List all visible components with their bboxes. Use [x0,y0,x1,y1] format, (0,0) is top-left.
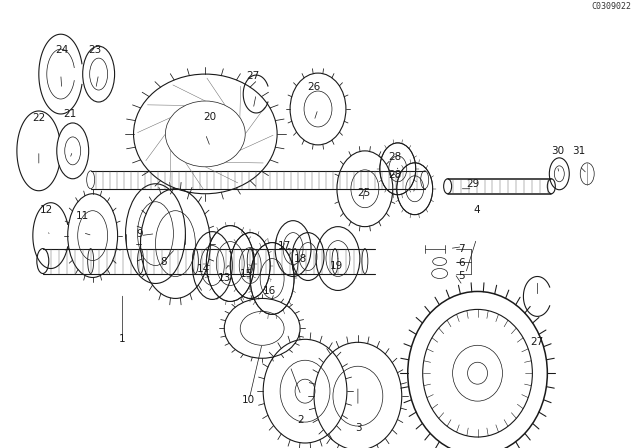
Text: 30: 30 [551,146,564,156]
Text: 11: 11 [76,211,89,221]
Text: 20: 20 [204,112,217,122]
Text: 12: 12 [40,205,54,215]
Text: 31: 31 [572,146,586,156]
Text: 18: 18 [294,254,307,264]
Text: 3: 3 [355,423,362,433]
Text: 26: 26 [307,82,320,92]
Text: 14: 14 [197,264,211,274]
Text: 22: 22 [33,113,46,123]
Text: 4: 4 [473,205,479,215]
Text: 25: 25 [356,188,370,198]
Text: 23: 23 [89,44,102,55]
Text: 9: 9 [137,228,143,239]
Text: 15: 15 [240,269,253,279]
Text: 6: 6 [458,258,465,267]
Text: 8: 8 [161,257,167,267]
Text: 13: 13 [218,273,231,283]
Text: 28: 28 [388,152,402,162]
Text: 27: 27 [531,337,543,347]
Text: 5: 5 [458,271,465,281]
Text: 24: 24 [55,44,68,55]
Text: 1: 1 [119,334,125,344]
Text: 17: 17 [278,241,292,251]
Text: 19: 19 [330,261,342,271]
Text: C0309022: C0309022 [591,2,631,11]
Text: 10: 10 [242,395,255,405]
Text: 21: 21 [63,109,76,119]
Text: 7: 7 [458,244,465,254]
Text: 29: 29 [467,179,480,189]
Text: 16: 16 [262,286,276,296]
Text: 27: 27 [246,71,260,82]
Text: 28: 28 [388,170,402,180]
Text: 2: 2 [298,415,304,425]
